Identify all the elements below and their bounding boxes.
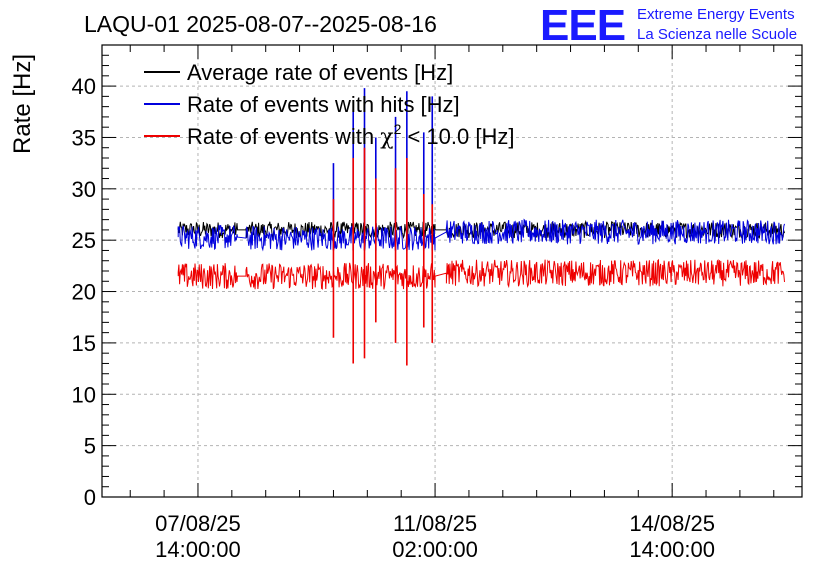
y-axis: 0 5 10 15 20 25 30 35 40	[72, 44, 802, 510]
legend-label-chi: Rate of events with χ2 < 10.0 [Hz]	[187, 121, 514, 150]
x-tick-label-time: 02:00:00	[392, 537, 478, 562]
x-tick-label-date: 14/08/25	[629, 511, 715, 536]
y-tick-label: 15	[72, 331, 96, 356]
x-tick-label-time: 14:00:00	[629, 537, 715, 562]
y-tick-label: 30	[72, 177, 96, 202]
series-layer	[177, 88, 785, 366]
legend-chi-suffix: < 10.0 [Hz]	[401, 124, 514, 149]
y-tick-label: 5	[84, 434, 96, 459]
brand-line-2: La Scienza nelle Scuole	[637, 26, 797, 43]
legend-label-avg: Average rate of events [Hz]	[187, 60, 453, 85]
chart-title: LAQU-01 2025-08-07--2025-08-16	[84, 11, 437, 37]
x-tick-label-time: 14:00:00	[155, 537, 241, 562]
series-chi	[177, 147, 785, 366]
y-tick-label: 20	[72, 280, 96, 305]
brand-line-1: Extreme Energy Events	[637, 6, 795, 23]
legend-chi-symbol: χ	[380, 125, 393, 150]
y-tick-label: 35	[72, 125, 96, 150]
x-tick-label-date: 11/08/25	[393, 511, 477, 536]
series-line-hits	[177, 218, 785, 252]
x-tick-label-date: 07/08/25	[155, 511, 241, 536]
brand-logo: EEE	[540, 1, 625, 50]
y-tick-label: 0	[84, 485, 96, 510]
series-line-chi	[177, 258, 785, 290]
legend: Average rate of events [Hz] Rate of even…	[144, 60, 514, 150]
legend-label-hits: Rate of events with hits [Hz]	[187, 92, 460, 117]
y-tick-label: 40	[72, 74, 96, 99]
legend-chi-prefix: Rate of events with	[187, 124, 380, 149]
y-tick-label: 25	[72, 228, 96, 253]
y-tick-label: 10	[72, 382, 96, 407]
legend-chi-exponent: 2	[394, 121, 402, 137]
x-axis: 07/08/2514:00:0011/08/2502:00:0014/08/25…	[129, 45, 775, 562]
y-axis-label: Rate [Hz]	[9, 54, 36, 154]
